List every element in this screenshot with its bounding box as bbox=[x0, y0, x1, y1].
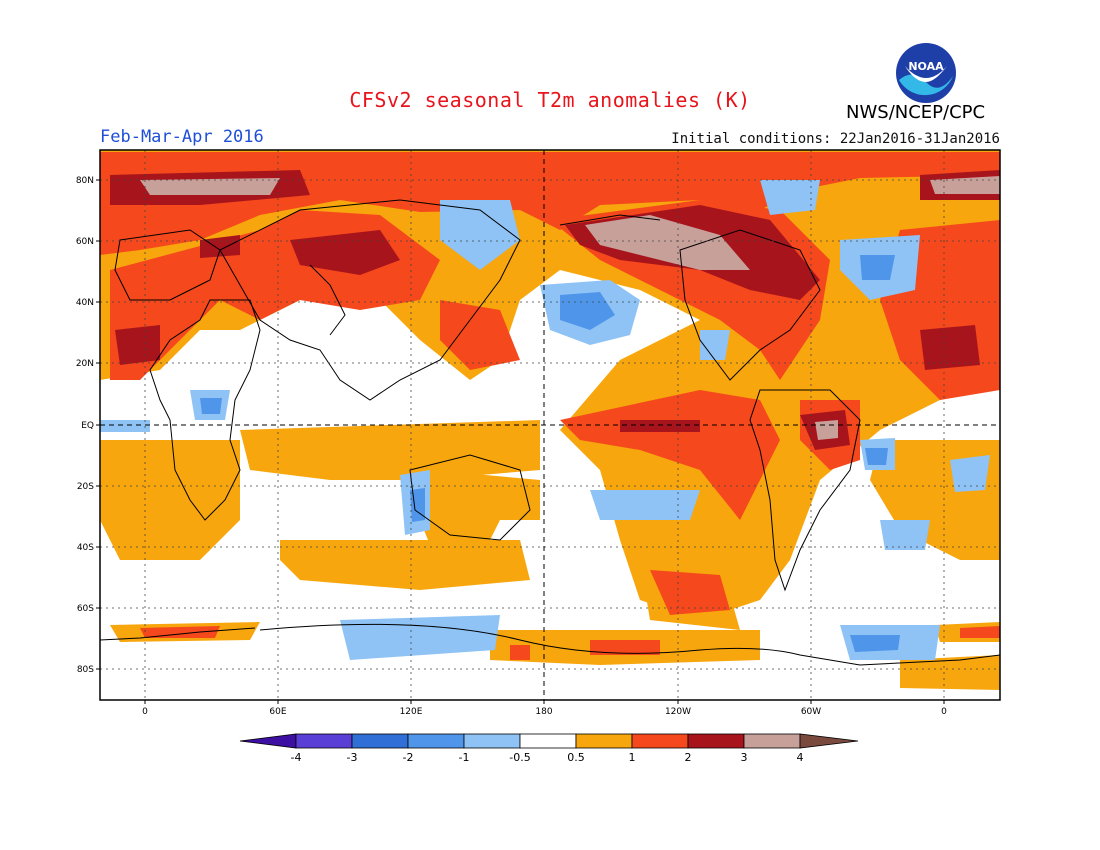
legend-swatch bbox=[687, 733, 745, 749]
forecast-period: Feb-Mar-Apr 2016 bbox=[100, 127, 264, 147]
noaa-logo-icon: NOAA bbox=[896, 43, 956, 103]
legend-label: -2 bbox=[403, 751, 414, 764]
lat-label: 40N bbox=[76, 298, 94, 308]
anomaly-cool2-regions bbox=[200, 255, 900, 652]
legend-swatch bbox=[351, 733, 409, 749]
legend-label: -4 bbox=[291, 751, 302, 764]
legend-swatch bbox=[743, 733, 801, 749]
legend-label: 4 bbox=[797, 751, 804, 764]
anomaly-warm4-regions bbox=[140, 176, 1000, 440]
lat-label: 40S bbox=[77, 543, 94, 553]
lat-label: 60S bbox=[77, 604, 94, 614]
lon-label: 120E bbox=[400, 707, 423, 717]
chart-title: CFSv2 seasonal T2m anomalies (K) bbox=[349, 88, 751, 112]
logo-text: NOAA bbox=[908, 60, 944, 73]
lat-label: 80S bbox=[77, 665, 94, 675]
legend-swatch bbox=[631, 733, 689, 749]
legend-swatch bbox=[519, 733, 577, 749]
anomaly-warm2-regions bbox=[100, 152, 1000, 660]
legend-label: 0.5 bbox=[567, 751, 585, 764]
lon-label: 60W bbox=[801, 707, 821, 717]
graticule bbox=[100, 150, 1000, 700]
lat-label: 20N bbox=[76, 359, 94, 369]
lon-label: 120W bbox=[665, 707, 691, 717]
lat-label: 80N bbox=[76, 176, 94, 186]
legend-swatch bbox=[407, 733, 465, 749]
legend-label: 1 bbox=[629, 751, 636, 764]
longitude-labels: 0 60E 120E 180 120W 60W 0 bbox=[142, 700, 947, 717]
lat-label: 20S bbox=[77, 482, 94, 492]
lon-label: 60E bbox=[269, 707, 286, 717]
legend-label: -0.5 bbox=[509, 751, 530, 764]
legend-arrow-low bbox=[239, 733, 297, 749]
latitude-labels: 80N 60N 40N 20N EQ 20S 40S 60S 80S bbox=[76, 176, 100, 675]
lat-label: 60N bbox=[76, 237, 94, 247]
map-frame bbox=[99, 149, 1001, 701]
lon-label: 0 bbox=[941, 707, 947, 717]
lon-label: 0 bbox=[142, 707, 148, 717]
agency-label: NWS/NCEP/CPC bbox=[846, 102, 986, 123]
anomaly-warm3-regions bbox=[110, 170, 1000, 450]
legend-label: 2 bbox=[685, 751, 692, 764]
anomaly-cool1-regions bbox=[100, 180, 990, 660]
legend-label: -1 bbox=[459, 751, 470, 764]
legend-swatch bbox=[575, 733, 633, 749]
legend-swatch bbox=[463, 733, 521, 749]
anomaly-warm1-regions bbox=[100, 150, 1000, 690]
lon-label: 180 bbox=[535, 707, 552, 717]
legend-arrow-high bbox=[799, 733, 859, 749]
initial-conditions: Initial conditions: 22Jan2016-31Jan2016 bbox=[671, 131, 1000, 147]
legend-swatch bbox=[295, 733, 353, 749]
lat-label: EQ bbox=[81, 421, 94, 431]
color-legend: -4 -3 -2 -1 -0.5 0.5 1 2 3 4 bbox=[239, 733, 859, 764]
coastlines bbox=[100, 199, 1000, 666]
legend-label: 3 bbox=[741, 751, 748, 764]
legend-label: -3 bbox=[347, 751, 358, 764]
